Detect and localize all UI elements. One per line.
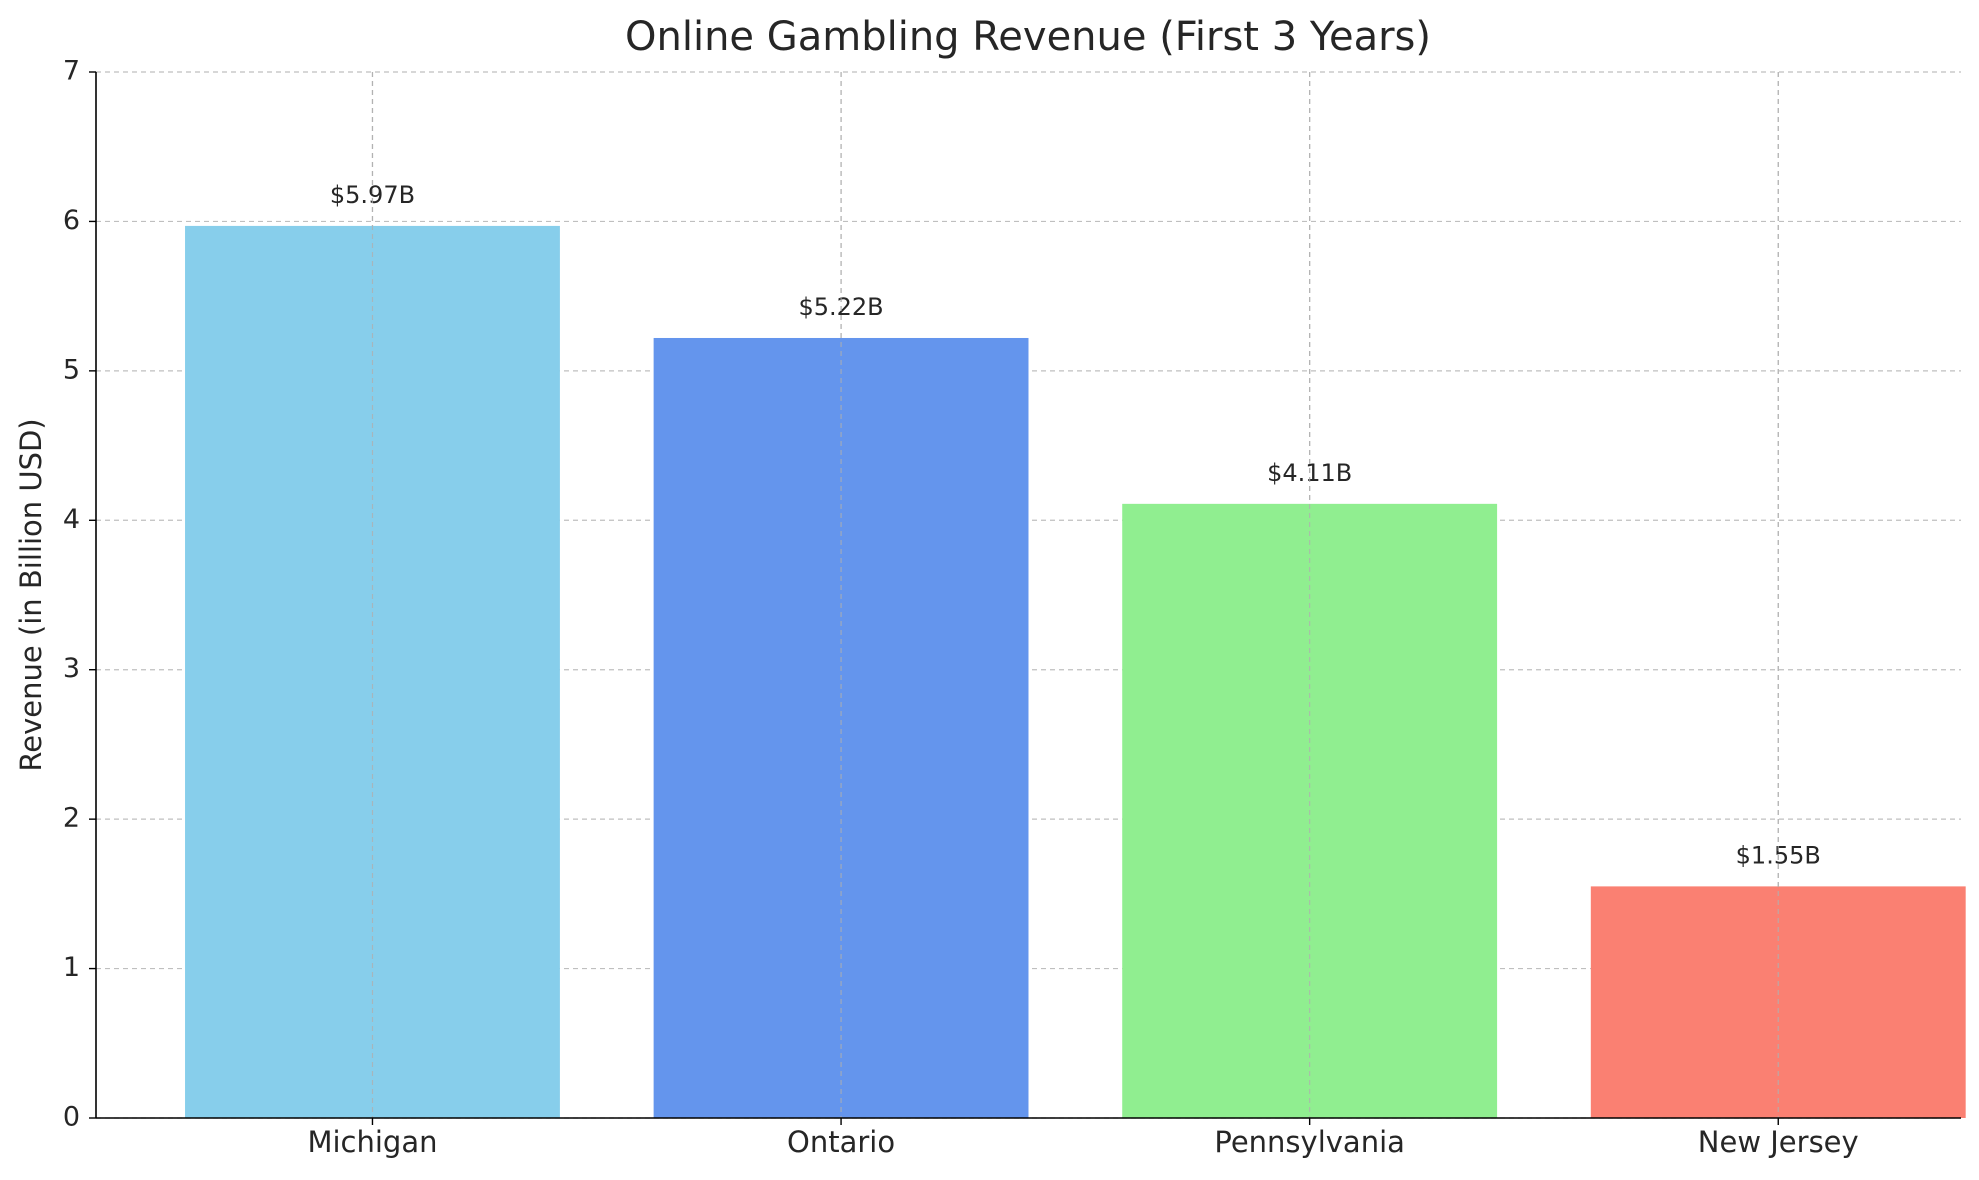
- x-tick-label: Michigan: [307, 1125, 437, 1159]
- x-tick-label: Ontario: [787, 1125, 895, 1159]
- y-tick-label: 7: [63, 56, 80, 87]
- bar: [185, 225, 560, 1118]
- y-tick-label: 5: [63, 354, 80, 385]
- bar: [653, 337, 1029, 1118]
- y-tick-label: 0: [63, 1102, 80, 1133]
- y-axis-label: Revenue (in Billion USD): [14, 418, 48, 771]
- chart-title: Online Gambling Revenue (First 3 Years): [625, 14, 1431, 60]
- y-tick-label: 4: [63, 504, 80, 535]
- y-tick-label: 2: [63, 803, 80, 834]
- x-tick-label: New Jersey: [1698, 1125, 1859, 1159]
- y-tick-label: 3: [63, 653, 80, 684]
- y-tick-label: 1: [63, 952, 80, 983]
- y-tick-label: 6: [63, 205, 80, 236]
- value-label: $5.97B: [330, 181, 415, 209]
- x-tick-label: Pennsylvania: [1214, 1125, 1405, 1159]
